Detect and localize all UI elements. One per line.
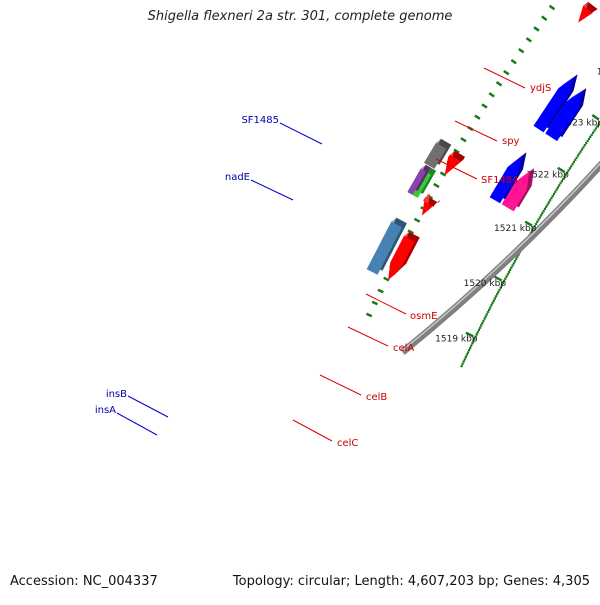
- gene-label-ydjs: ydjS: [530, 83, 551, 94]
- gene-label-insa: insA: [95, 405, 116, 416]
- gene-leader-nade: [251, 180, 293, 200]
- gene-label-spy: spy: [502, 136, 520, 147]
- ruler-label: 1520 kbp: [464, 279, 507, 289]
- gene-leader-insa: [117, 413, 157, 435]
- topology-text: Topology: circular; Length: 4,607,203 bp…: [231, 574, 592, 589]
- gene-label-celc: celC: [337, 438, 358, 449]
- gene-leader-osme: [366, 294, 406, 314]
- gene-leader-cela: [348, 327, 388, 346]
- genome-title: Shigella flexneri 2a str. 301, complete …: [0, 9, 600, 24]
- accession-text: Accession: NC_004337: [8, 574, 160, 589]
- gene-leader-insb: [128, 396, 168, 417]
- ruler-label: 1521 kbp: [494, 224, 537, 234]
- gene-label-celb: celB: [366, 392, 387, 403]
- outer-strand-ticks: [366, 0, 600, 316]
- gene-leader-sf1485: [280, 123, 322, 144]
- gene-leader-celb: [320, 375, 361, 395]
- gene-leader-celc: [293, 420, 332, 441]
- gene-label-sf1484: SF1484: [481, 175, 519, 186]
- gene-label-insb: insB: [106, 389, 127, 400]
- gene-label-osme: osmE: [410, 311, 437, 322]
- gene-label-sf1485: SF1485: [241, 115, 279, 126]
- gene-label-nade: nadE: [225, 172, 250, 183]
- gene-label-cela: celA: [393, 343, 414, 354]
- ruler-label: 1519 kbp: [435, 334, 478, 344]
